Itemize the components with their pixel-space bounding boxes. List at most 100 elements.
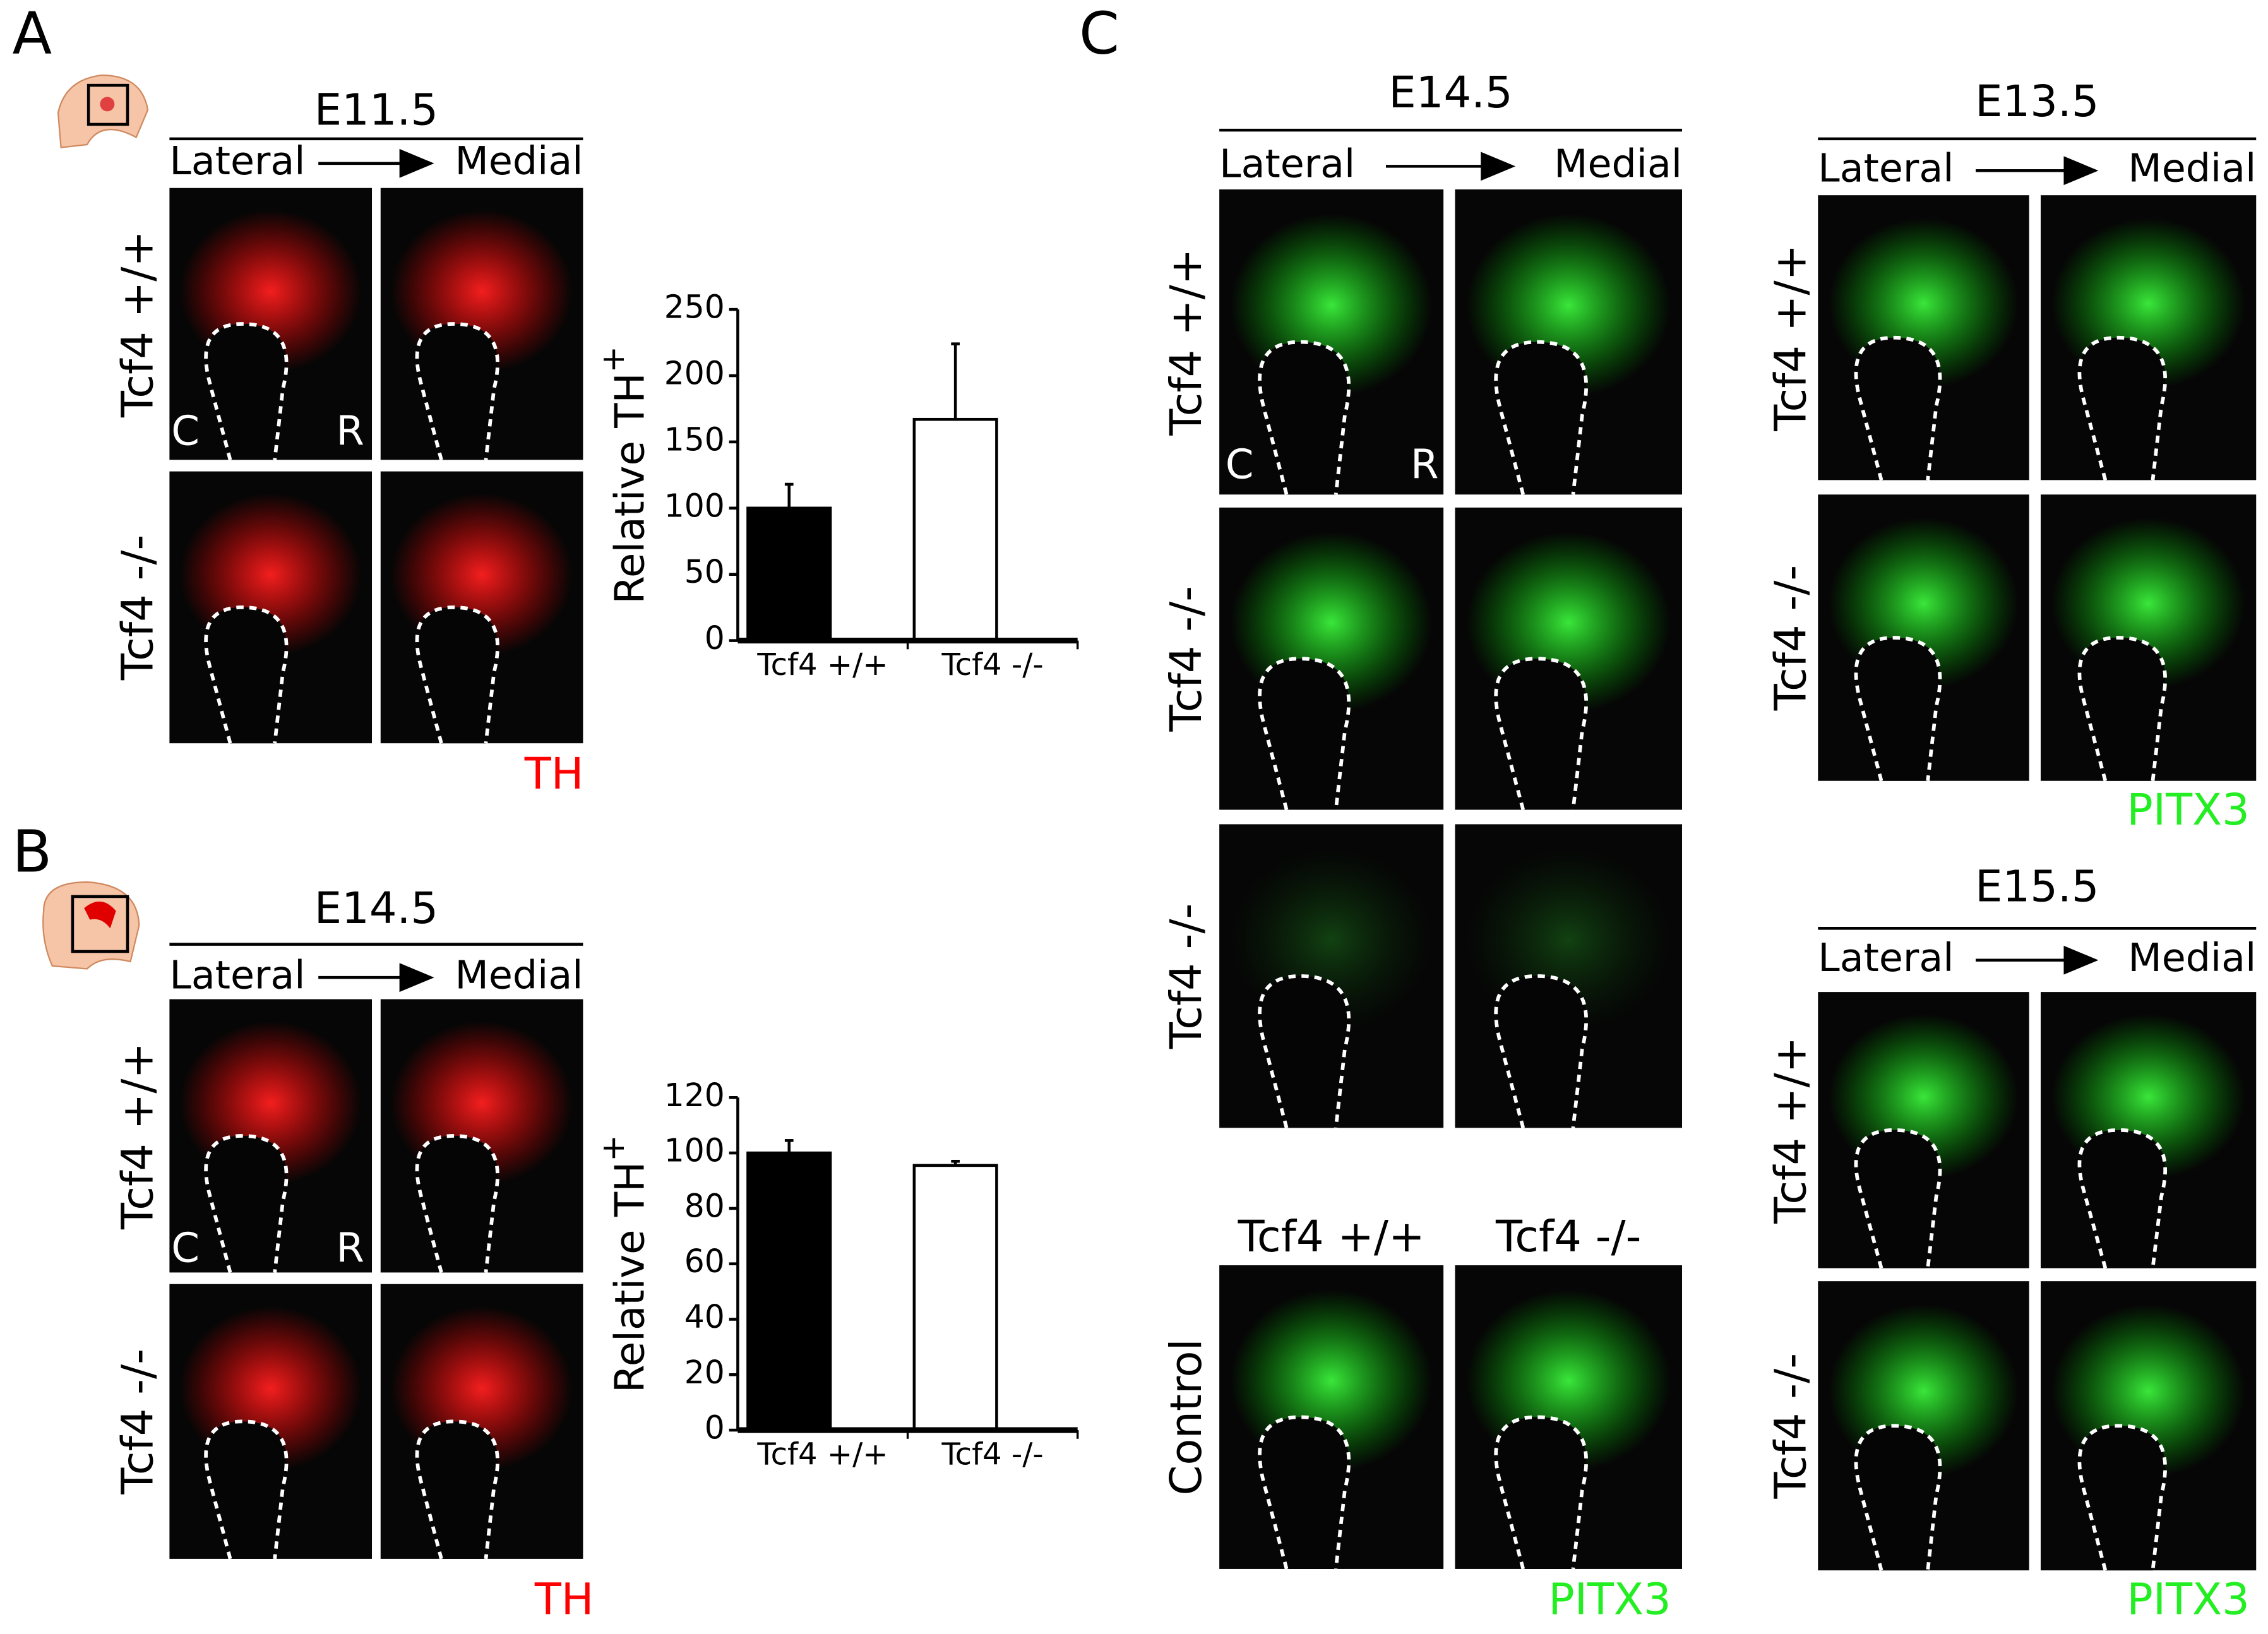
ventricle-outline (2077, 1128, 2168, 1269)
panel-letter: C (1079, 0, 1119, 67)
bar (912, 417, 998, 642)
y-tick-label: 0 (705, 619, 725, 657)
marker-label: PITX3 (1548, 1575, 1671, 1625)
lateral-label: Lateral (1219, 141, 1355, 186)
ventricle-outline (415, 1419, 499, 1559)
lateral-label: Lateral (1818, 935, 1954, 981)
arrowhead (399, 963, 434, 993)
ventricle-outline (2077, 1424, 2168, 1571)
arrowhead (1481, 152, 1516, 181)
ventricle-outline (1258, 340, 1351, 495)
ventricle-outline (1854, 1424, 1942, 1571)
y-axis-label: Relative TH+ (594, 1135, 654, 1392)
corner-label: R (336, 408, 364, 455)
marker-label: TH (534, 1575, 594, 1625)
ventricle-outline (1854, 335, 1942, 481)
panel-letter: B (12, 818, 52, 886)
icon-a (57, 74, 149, 148)
y-axis-label-sup: + (594, 346, 631, 373)
arrowhead (399, 148, 434, 178)
stage-label: E14.5 (1388, 68, 1512, 118)
row-label: Tcf4 +/+ (1765, 244, 1816, 432)
ventricle-outline (204, 605, 289, 744)
row-label: Tcf4 +/+ (1161, 249, 1212, 436)
arrowhead (2063, 945, 2099, 975)
y-tick-label: 100 (664, 1132, 725, 1169)
row-label: Tcf4 -/- (1765, 565, 1816, 711)
y-tick-label: 80 (684, 1187, 725, 1224)
row-label: Tcf4 -/- (113, 535, 164, 681)
row-label: Tcf4 -/- (1765, 1353, 1816, 1499)
ventricle-outline (415, 322, 499, 461)
bar (746, 506, 832, 642)
x-tick-label: Tcf4 -/- (941, 1436, 1043, 1472)
stage-label: E11.5 (314, 85, 438, 136)
y-tick-label: 120 (664, 1076, 725, 1114)
row-label: Control (1161, 1339, 1212, 1495)
ventricle-outline (204, 1419, 289, 1559)
y-tick-label: 100 (664, 487, 725, 524)
y-tick-label: 0 (705, 1409, 725, 1446)
y-tick-label: 150 (664, 420, 725, 458)
lateral-label: Lateral (169, 952, 305, 998)
y-axis-label: Relative TH+ (594, 346, 654, 604)
bar (746, 1151, 832, 1432)
bar (912, 1164, 998, 1432)
ventricle-outline (1854, 1128, 1942, 1269)
ventricle-outline (1258, 974, 1351, 1129)
row-label: Tcf4 +/+ (1765, 1037, 1816, 1224)
ventricle-outline (415, 605, 499, 744)
y-tick-label: 50 (684, 553, 725, 590)
ventricle-outline (1854, 636, 1942, 782)
y-tick-label: 40 (684, 1298, 725, 1335)
column-label: Tcf4 -/- (1495, 1212, 1641, 1262)
y-tick-label: 60 (684, 1243, 725, 1280)
x-tick-label: Tcf4 +/+ (756, 1436, 888, 1472)
y-axis-label-sup: + (594, 1135, 631, 1161)
corner-label: C (171, 408, 200, 455)
corner-label: C (1226, 441, 1254, 488)
ventricle-outline (1494, 340, 1589, 496)
ventricle-outline (2077, 335, 2168, 481)
row-label: Tcf4 +/+ (113, 230, 164, 418)
ventricle-outline (1494, 657, 1589, 811)
icon-b (42, 881, 140, 970)
row-label: Tcf4 -/- (113, 1349, 164, 1494)
ventricle-outline (1494, 974, 1589, 1129)
row-label: Tcf4 -/- (1161, 903, 1212, 1049)
y-axis-label-text: Relative TH (606, 1162, 654, 1393)
y-tick-label: 250 (664, 289, 725, 326)
stage-label: E14.5 (314, 883, 438, 934)
ventricle-outline (204, 322, 289, 461)
medial-label: Medial (2128, 935, 2256, 981)
arrowhead (2063, 156, 2099, 186)
marker-label: PITX3 (2127, 785, 2249, 835)
ventricle-outline (1258, 1415, 1351, 1570)
corner-label: R (1411, 441, 1439, 488)
stage-label: E13.5 (1975, 76, 2099, 127)
ventricle-outline (415, 1134, 499, 1273)
corner-label: R (336, 1225, 364, 1272)
medial-label: Medial (2128, 145, 2256, 191)
row-label: Tcf4 +/+ (113, 1042, 164, 1230)
panel-letter: A (12, 0, 52, 67)
marker-label: PITX3 (2127, 1575, 2249, 1625)
stage-label: E15.5 (1975, 862, 2099, 912)
lateral-label: Lateral (169, 138, 305, 184)
x-tick-label: Tcf4 +/+ (756, 647, 888, 683)
corner-label: C (171, 1225, 200, 1272)
row-label: Tcf4 -/- (1161, 586, 1212, 732)
y-tick-label: 200 (664, 355, 725, 392)
column-label: Tcf4 +/+ (1238, 1212, 1425, 1262)
ventricle-outline (2077, 636, 2168, 782)
marker-label: TH (524, 749, 584, 799)
x-tick-label: Tcf4 -/- (941, 647, 1043, 683)
y-tick-label: 20 (684, 1354, 725, 1391)
medial-label: Medial (455, 138, 583, 184)
lateral-label: Lateral (1818, 145, 1954, 191)
y-axis-label-text: Relative TH (606, 373, 654, 604)
ventricle-outline (1494, 1415, 1589, 1570)
medial-label: Medial (1554, 141, 1682, 186)
ventricle-outline (1258, 657, 1351, 811)
